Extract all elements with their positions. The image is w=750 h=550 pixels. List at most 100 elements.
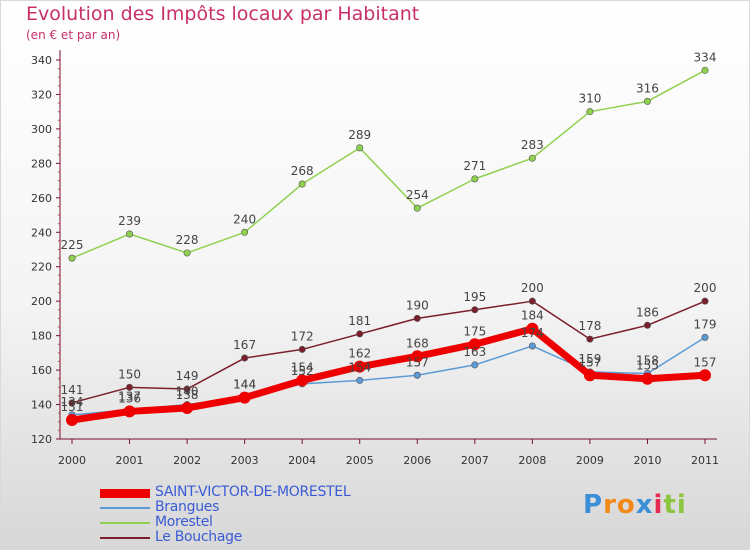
data-point bbox=[528, 297, 536, 305]
data-label: 144 bbox=[233, 378, 256, 392]
data-label: 140 bbox=[176, 385, 199, 399]
data-point bbox=[528, 154, 536, 162]
data-label: 163 bbox=[463, 345, 486, 359]
data-point bbox=[526, 322, 539, 335]
data-point bbox=[413, 371, 421, 379]
chart-title: Evolution des Impôts locaux par Habitant bbox=[26, 3, 420, 25]
data-point bbox=[356, 376, 364, 384]
x-tick-label: 2007 bbox=[461, 454, 489, 467]
legend-swatch bbox=[100, 488, 150, 498]
data-label: 159 bbox=[578, 352, 601, 366]
data-point bbox=[701, 66, 709, 74]
data-point bbox=[586, 108, 594, 116]
legend-label: SAINT-VICTOR-DE-MORESTEL bbox=[155, 484, 351, 500]
data-label: 134 bbox=[61, 395, 84, 409]
y-tick-label: 320 bbox=[31, 88, 52, 101]
y-tick-label: 300 bbox=[31, 123, 52, 136]
x-tick-label: 2005 bbox=[346, 454, 374, 467]
data-label: 157 bbox=[578, 355, 601, 369]
data-label: 141 bbox=[61, 383, 84, 397]
data-label: 289 bbox=[348, 128, 371, 142]
data-point bbox=[298, 180, 306, 188]
data-point bbox=[701, 333, 709, 341]
data-point bbox=[471, 175, 479, 183]
data-label: 200 bbox=[521, 281, 544, 295]
data-point bbox=[699, 369, 711, 382]
logo-letter: P bbox=[583, 490, 604, 520]
data-point bbox=[68, 254, 76, 262]
data-label: 190 bbox=[406, 298, 429, 312]
data-point bbox=[586, 335, 594, 343]
legend-label: Morestel bbox=[155, 514, 213, 530]
data-label: 168 bbox=[406, 336, 429, 350]
y-tick-label: 140 bbox=[31, 399, 52, 412]
data-label: 239 bbox=[118, 214, 141, 228]
data-point bbox=[411, 350, 424, 363]
data-point bbox=[413, 314, 421, 322]
data-label: 195 bbox=[463, 290, 486, 304]
data-label: 228 bbox=[176, 233, 199, 247]
data-label: 184 bbox=[521, 309, 544, 323]
data-label: 137 bbox=[118, 390, 141, 404]
data-label: 167 bbox=[233, 338, 256, 352]
x-tick-label: 2002 bbox=[173, 454, 201, 467]
data-label: 271 bbox=[463, 159, 486, 173]
data-label: 225 bbox=[61, 238, 84, 252]
legend-swatch bbox=[100, 522, 150, 524]
data-label: 310 bbox=[578, 92, 601, 106]
x-tick-label: 2004 bbox=[288, 454, 316, 467]
logo-letter: i bbox=[676, 490, 687, 520]
y-tick-label: 280 bbox=[31, 157, 52, 170]
data-label: 254 bbox=[406, 188, 429, 202]
data-label: 316 bbox=[636, 81, 659, 95]
data-label: 162 bbox=[348, 347, 371, 361]
data-point bbox=[641, 372, 654, 385]
data-point bbox=[356, 330, 364, 338]
data-label: 136 bbox=[118, 391, 141, 405]
data-point bbox=[471, 361, 479, 369]
chart-subtitle: (en € et par an) bbox=[26, 28, 121, 42]
x-tick-label: 2003 bbox=[231, 454, 259, 467]
data-label: 283 bbox=[521, 138, 544, 152]
y-tick-label: 240 bbox=[31, 226, 52, 239]
data-label: 334 bbox=[694, 50, 717, 64]
data-label: 181 bbox=[348, 314, 371, 328]
data-label: 144 bbox=[233, 378, 256, 392]
data-label: 178 bbox=[578, 319, 601, 333]
y-tick-label: 160 bbox=[31, 364, 52, 377]
data-point bbox=[126, 230, 134, 238]
data-point bbox=[241, 228, 249, 236]
data-point bbox=[296, 374, 309, 387]
logo-letter: x bbox=[635, 490, 654, 520]
data-point bbox=[701, 297, 709, 305]
data-label: 268 bbox=[291, 164, 314, 178]
logo-letter: r bbox=[603, 490, 617, 520]
data-label: 172 bbox=[291, 329, 314, 343]
legend-swatch bbox=[100, 507, 150, 509]
x-tick-label: 2001 bbox=[116, 454, 144, 467]
y-tick-label: 180 bbox=[31, 330, 52, 343]
data-point bbox=[68, 399, 76, 407]
data-label: 174 bbox=[521, 326, 544, 340]
logo-letter: o bbox=[616, 490, 636, 520]
data-label: 138 bbox=[176, 388, 199, 402]
data-label: 157 bbox=[406, 355, 429, 369]
data-point bbox=[413, 204, 421, 212]
data-point bbox=[66, 414, 78, 427]
data-point bbox=[528, 342, 536, 350]
logo-letter: t bbox=[663, 490, 677, 520]
data-point bbox=[643, 321, 651, 329]
data-label: 154 bbox=[291, 360, 314, 374]
legend-label: Le Bouchage bbox=[155, 529, 243, 545]
data-point bbox=[643, 97, 651, 105]
x-tick-label: 2008 bbox=[518, 454, 546, 467]
data-label: 157 bbox=[694, 355, 717, 369]
data-label: 149 bbox=[176, 369, 199, 383]
x-tick-label: 2010 bbox=[633, 454, 661, 467]
data-label: 200 bbox=[694, 281, 717, 295]
data-label: 155 bbox=[636, 359, 659, 373]
data-point bbox=[583, 369, 596, 382]
proxiti-logo: Proxiti bbox=[583, 490, 693, 524]
